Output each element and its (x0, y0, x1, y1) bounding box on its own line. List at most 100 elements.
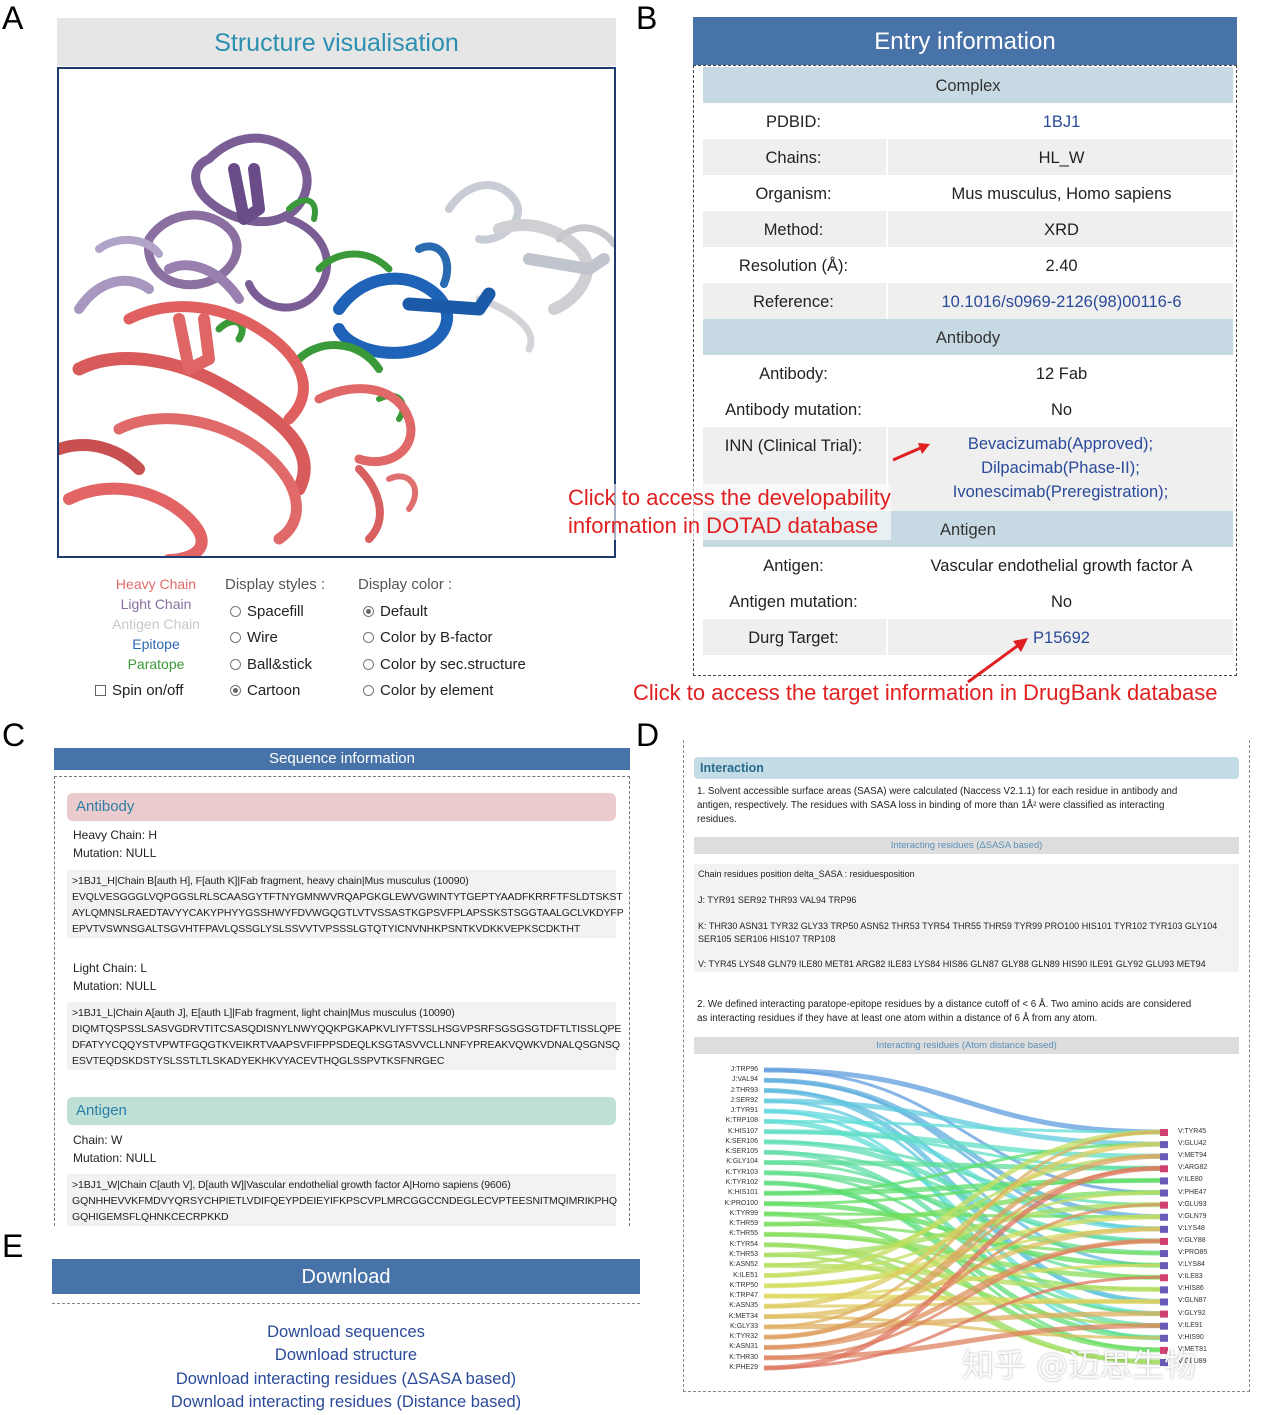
row-value: No (886, 583, 1235, 619)
radio-icon[interactable] (230, 632, 241, 643)
structure-title: Structure visualisation (57, 18, 616, 66)
style-option-spacefill[interactable]: Spacefill (230, 603, 304, 620)
sankey-right-node: V:LYS84 (1178, 1261, 1205, 1269)
style-label: Spacefill (247, 603, 304, 620)
residue-title: Chain residues position delta_SASA : res… (698, 869, 915, 879)
sequence-box (54, 776, 630, 1226)
row-value: No (886, 391, 1235, 427)
sankey-node-bar (1160, 1250, 1168, 1258)
annotation-drugbank: Click to access the target information i… (633, 680, 1218, 705)
sequence-line: AYLQMNSLRAEDTAVYYCAKYPHYYGSSHWYFDVWGQGTL… (72, 907, 624, 919)
display-styles-heading: Display styles : (225, 576, 326, 593)
download-sasa-residues-link[interactable]: Download interacting residues (ΔSASA bas… (175, 1370, 517, 1388)
radio-icon[interactable] (230, 606, 241, 617)
sankey-node-bar (1160, 1177, 1168, 1185)
radio-icon[interactable] (230, 659, 241, 670)
row-value: XRD (886, 211, 1235, 247)
color-option-bfactor[interactable]: Color by B-factor (363, 629, 493, 646)
sankey-diagram: J:TRP96 J:VAL94 J:THR93 J:SER92 J:TYR91 K:TRP… (694, 1064, 1239, 1374)
sankey-flow (764, 1263, 1163, 1298)
heavy-chain-info: Heavy Chain: H Mutation: NULL (73, 826, 157, 862)
inn-link-bevacizumab[interactable]: Bevacizumab(Approved); (967, 435, 1154, 453)
sankey-left-node: J:VAL94 (732, 1076, 758, 1084)
sankey-flow (764, 1226, 1163, 1320)
description-line: 2. We defined interacting paratope-epito… (697, 999, 1192, 1010)
section-antibody: Antibody (703, 319, 1233, 355)
residue-chain-v: V: TYR45 LYS48 GLN79 ILE80 MET81 ARG82 I… (698, 959, 1206, 969)
light-chain-info: Light Chain: L Mutation: NULL (73, 959, 156, 995)
legend-antigen-chain: Antigen Chain (112, 616, 200, 632)
legend-paratope: Paratope (127, 656, 185, 672)
radio-icon[interactable] (363, 632, 374, 643)
radio-icon[interactable] (363, 685, 374, 696)
pdbid-link[interactable]: 1BJ1 (886, 103, 1235, 139)
download-distance-residues-link[interactable]: Download interacting residues (Distance … (170, 1393, 522, 1411)
sequence-title: Sequence information (54, 748, 630, 770)
radio-selected-icon[interactable] (363, 606, 374, 617)
sankey-left-node: K:GLY104 (726, 1158, 758, 1166)
sankey-flow (764, 1067, 1163, 1135)
download-structure-link[interactable]: Download structure (274, 1346, 418, 1364)
description-line: residues. (697, 814, 737, 825)
residue-chain-k: K: THR30 ASN31 TYR32 GLY33 TRP50 ASN52 T… (698, 921, 1218, 944)
style-option-ballstick[interactable]: Ball&stick (230, 656, 312, 673)
sasa-description: 1. Solvent accessible surface areas (SAS… (697, 785, 1237, 827)
sankey-left-node: K:THR53 (729, 1250, 758, 1258)
color-option-default[interactable]: Default (363, 603, 428, 620)
sequence-line: DFATYYCQQYSTVPWTFGQGTKVEIKRTVAAPSVFIFPPS… (72, 1039, 620, 1051)
inn-link-dilpacimab[interactable]: Dilpacimab(Phase-II); (981, 459, 1140, 477)
sequence-line: >1BJ1_L|Chain A[auth J], E[auth L]|Fab f… (72, 1007, 455, 1019)
row-resolution: Resolution (Å): 2.40 (703, 247, 1233, 283)
mutation-label: Mutation: NULL (73, 1151, 157, 1165)
sankey-flow (764, 1159, 1163, 1171)
inn-link-ivonescimab[interactable]: Ivonescimab(Preregistration); (952, 483, 1169, 501)
spin-checkbox[interactable] (95, 685, 106, 696)
sankey-left-node: K:GLY33 (730, 1322, 758, 1330)
annotation-dotad: Click to access the developability infor… (568, 484, 891, 540)
sankey-left-node: K:HIS107 (728, 1127, 758, 1135)
radio-selected-icon[interactable] (230, 685, 241, 696)
sankey-node-bar (1160, 1237, 1168, 1245)
protein-cartoon-render[interactable] (59, 69, 616, 558)
spin-toggle[interactable]: Spin on/off (95, 682, 183, 699)
style-option-wire[interactable]: Wire (230, 629, 278, 646)
row-drug-target: Durg Target: P15692 (703, 619, 1233, 655)
download-sequences-link[interactable]: Download sequences (267, 1323, 425, 1341)
sankey-left-labels: J:TRP96 J:VAL94 J:THR93 J:SER92 J:TYR91 K:TRP… (694, 1064, 758, 1374)
sankey-flow (764, 1129, 1163, 1279)
row-key: PDBID: (765, 113, 821, 131)
sankey-right-node: V:HIS86 (1178, 1285, 1204, 1293)
sequence-line: EPVTVSWNSGALTSGVHTFPAVLQSSGLYSLSSVVTVPSS… (72, 923, 581, 935)
sankey-left-node: K:TYR103 (725, 1168, 758, 1176)
sankey-flow (764, 1170, 1163, 1256)
row-value: 2.40 (886, 247, 1235, 283)
reference-doi-link[interactable]: 10.1016/s0969-2126(98)00116-6 (886, 283, 1235, 319)
color-option-secstructure[interactable]: Color by sec.structure (363, 656, 526, 673)
sankey-right-node: V:ILE91 (1178, 1321, 1203, 1329)
sankey-node-bar (1160, 1286, 1168, 1294)
sankey-left-node: K:TRP50 (729, 1281, 758, 1289)
sankey-left-node: K:SER105 (725, 1148, 758, 1156)
display-color-heading: Display color : (358, 576, 453, 593)
molecule-viewer[interactable] (57, 67, 616, 558)
chain-legend: Heavy Chain Light Chain Antigen Chain Ep… (101, 574, 211, 674)
sequence-line: ESVTEQDSKDSTYSLSSTLTLSKADYEKHKVYACEVTHQG… (72, 1055, 445, 1067)
sankey-right-node: V:HIS90 (1178, 1333, 1204, 1341)
radio-icon[interactable] (363, 659, 374, 670)
drug-target-link[interactable]: P15692 (886, 619, 1235, 655)
sankey-left-node: K:PRO100 (724, 1199, 758, 1207)
row-key: INN (Clinical Trial): (724, 437, 863, 455)
sankey-flow (764, 1141, 1163, 1309)
sankey-left-node: K:TYR54 (729, 1240, 758, 1248)
style-option-cartoon[interactable]: Cartoon (230, 682, 300, 699)
sankey-right-node: V:MET81 (1178, 1345, 1207, 1353)
sankey-left-node: K:HIS101 (728, 1189, 758, 1197)
sequence-line: DIQMTQSPSSLSASVGDRVTITCSASQDISNYLNWYQQKP… (72, 1023, 622, 1035)
sankey-node-bar (1160, 1129, 1168, 1136)
sankey-flow (764, 1178, 1163, 1206)
row-antibody-mutation: Antibody mutation: No (703, 391, 1233, 427)
panel-label-c: C (2, 717, 26, 753)
color-option-element[interactable]: Color by element (363, 682, 493, 699)
row-pdbid: PDBID: 1BJ1 (703, 103, 1233, 139)
row-key: Antibody: (759, 365, 828, 383)
